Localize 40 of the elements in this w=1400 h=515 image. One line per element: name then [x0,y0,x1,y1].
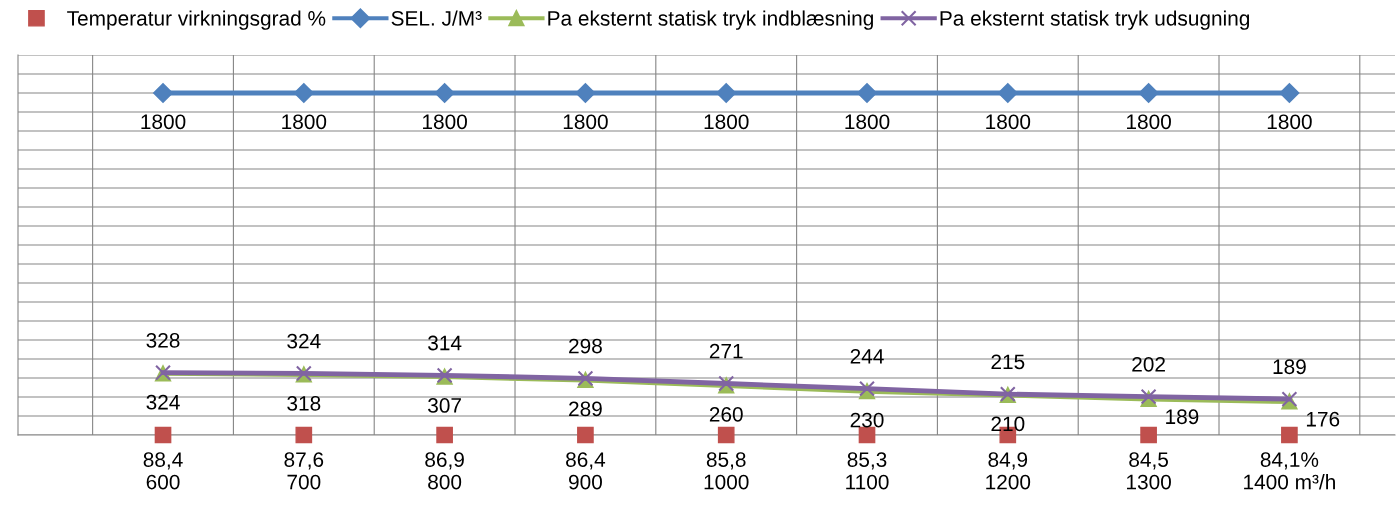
data-label: 1800 [282,114,327,130]
data-label: 1800 [845,114,890,130]
legend-label: Pa eksternt statisk tryk udsugning [940,10,1250,30]
x-tick-label: 86,9 800 [425,452,464,490]
data-label: 189 [1166,409,1199,425]
x-tick-label: 85,8 1000 [704,452,749,490]
data-label: 1800 [704,114,749,130]
data-label: 244 [850,348,884,364]
data-label: 318 [287,395,321,411]
data-label: 176 [1306,411,1340,427]
data-label: 314 [428,335,462,351]
x-tick-label: 88,4 600 [143,452,183,490]
data-label: 1800 [986,114,1031,130]
data-label: 1800 [1127,114,1171,130]
data-label: 324 [287,333,321,349]
x-tick-label: 85,3 1100 [846,452,889,490]
data-label: 230 [850,412,884,428]
data-label: 260 [709,407,743,422]
data-label: 1800 [423,114,467,130]
data-label: 271 [709,343,743,359]
data-label: 298 [569,338,602,354]
data-label: 210 [991,416,1025,432]
x-tick-label: 87,6 700 [284,452,324,490]
x-tick-label: 86,4 900 [566,452,606,490]
data-label: 1800 [1267,114,1312,130]
legend-label: SEL. J/M³ [391,10,482,26]
legend-label: Temperatur virkningsgrad % [67,10,326,30]
data-label: 202 [1132,356,1165,372]
data-label: 189 [1273,359,1306,375]
x-tick-label: 84,1% 1400 m³/h [1244,452,1335,490]
data-label: 289 [569,401,602,417]
data-label: 1800 [563,114,608,130]
data-label: 215 [991,354,1025,370]
data-label: 324 [146,394,180,410]
data-label: 307 [428,398,461,413]
x-tick-label: 84,9 1200 [986,452,1031,490]
legend-label: Pa eksternt statisk tryk indblæsning [548,10,873,30]
x-tick-label: 84,5 1300 [1127,452,1171,490]
data-label: 1800 [141,114,186,130]
data-label: 328 [146,332,180,348]
